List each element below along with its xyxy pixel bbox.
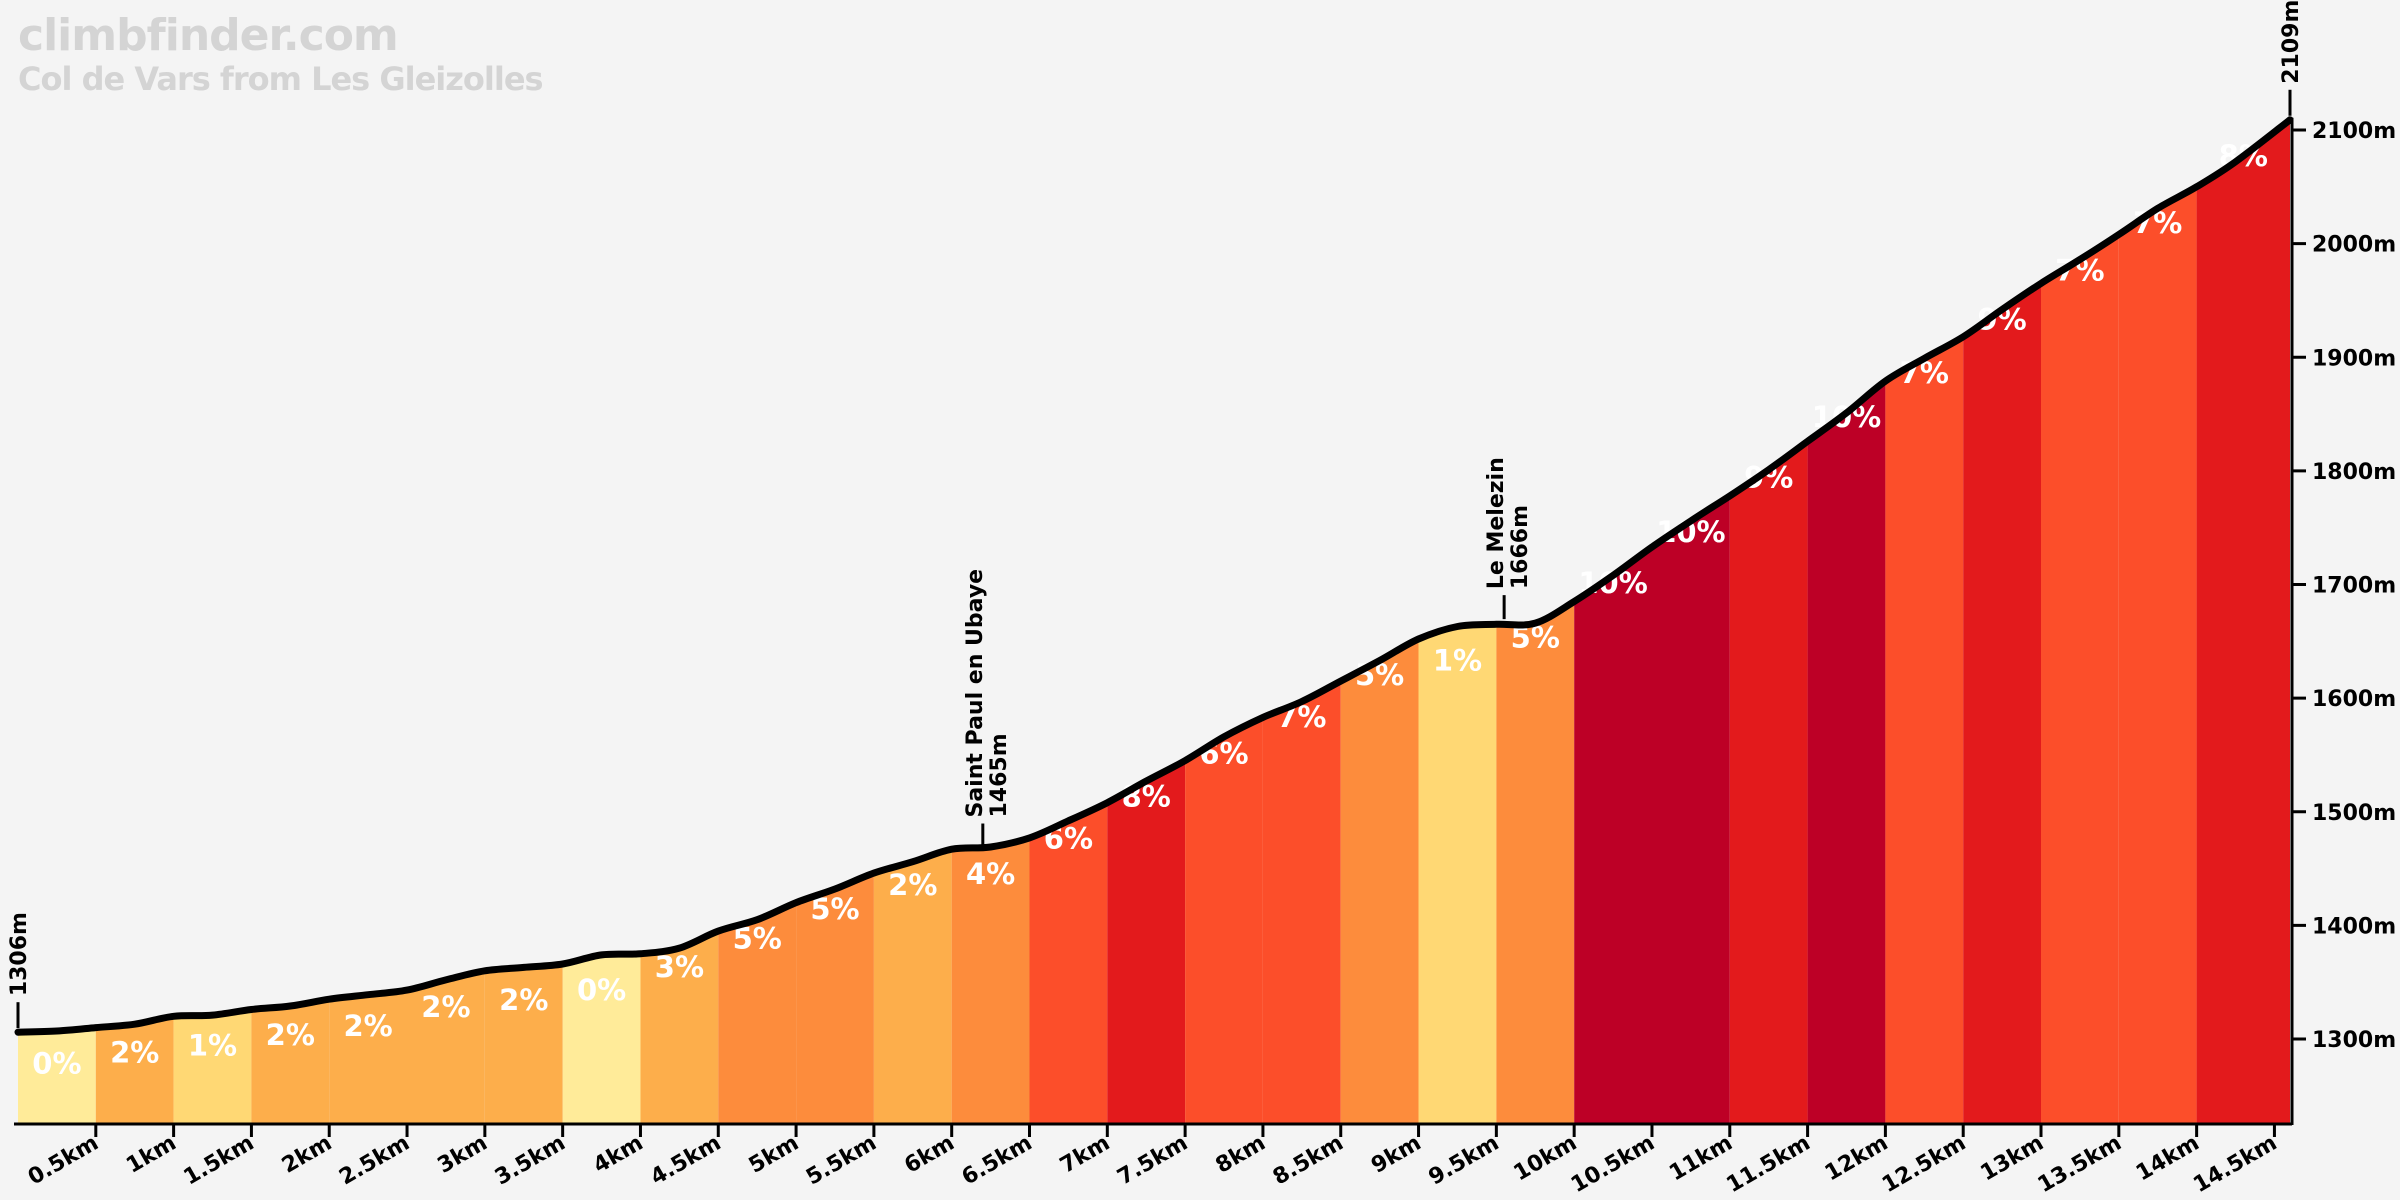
x-tick-label: 6.5km	[958, 1131, 1037, 1191]
gradient-segment	[251, 999, 330, 1123]
gradient-segment	[1885, 336, 1964, 1123]
profile-line-group	[14, 116, 2294, 1036]
x-tick-label: 10.5km	[1567, 1131, 1659, 1199]
x-tick-label: 14.5km	[2189, 1131, 2281, 1199]
x-tick-label: 9km	[1367, 1131, 1425, 1179]
gradient-label: 2%	[343, 1009, 392, 1043]
gradient-segment	[329, 990, 407, 1123]
gradient-segment	[1262, 681, 1341, 1123]
gradient-label: 2%	[499, 983, 548, 1017]
x-tick-label: 7km	[1056, 1131, 1114, 1179]
gradient-label: 2%	[888, 868, 937, 902]
gradient-labels: 0% 2% 1% 2% 2%2% 2% 0%3%5%5%2% 4%6%8%6%7%5% 1%5%…	[32, 139, 2268, 1081]
y-tick-label: 1800m	[2312, 460, 2396, 485]
gradient-segment	[2196, 119, 2290, 1124]
gradient-segment	[2118, 186, 2197, 1124]
gradient-segment	[173, 1009, 252, 1123]
gradient-segment	[1729, 441, 1808, 1123]
gradient-segment	[2041, 234, 2119, 1123]
gradient-label: 6%	[1199, 736, 1248, 770]
gradient-label: 1%	[1433, 643, 1482, 677]
gradient-label: 1%	[188, 1029, 237, 1063]
x-tick-label: 5km	[745, 1131, 803, 1179]
gradient-label: 8%	[1122, 780, 1171, 814]
x-tick-label: 13.5km	[2034, 1131, 2126, 1199]
x-tick-label: 12.5km	[1878, 1131, 1970, 1199]
profile-line	[14, 116, 2294, 1036]
x-tick-label: 3km	[434, 1131, 492, 1179]
gradient-segment	[484, 964, 563, 1123]
gradient-label: 3%	[655, 950, 704, 984]
x-tick-label: 9.5km	[1425, 1131, 1504, 1191]
x-tick-label: 0.5km	[24, 1131, 103, 1191]
x-tick-label: 1km	[122, 1131, 180, 1179]
x-tick-label: 6km	[900, 1131, 958, 1179]
gradient-segment	[95, 1016, 174, 1123]
waypoint-name: Saint Paul en Ubaye	[963, 569, 988, 818]
gradient-segment	[1652, 495, 1730, 1123]
y-tick-label: 1600m	[2312, 687, 2396, 712]
gradient-segment	[1029, 802, 1108, 1123]
gradient-segments	[18, 119, 2290, 1124]
gradient-label: 0%	[577, 973, 626, 1007]
gradient-segment	[1107, 760, 1186, 1123]
site-name: climbfinder.com	[18, 10, 399, 61]
x-tick-label: 7.5km	[1113, 1131, 1192, 1191]
summit-elevation-label: 2109m	[2279, 0, 2304, 84]
y-tick-label: 2100m	[2312, 119, 2396, 144]
y-tick-label: 2000m	[2312, 233, 2396, 258]
gradient-segment	[407, 970, 485, 1123]
gradient-segment	[1340, 639, 1419, 1123]
start-elevation-label: 1306m	[7, 912, 32, 996]
x-tick-label: 2.5km	[335, 1131, 414, 1191]
gradient-segment	[951, 837, 1030, 1123]
waypoint-elevation: 1666m	[1508, 505, 1533, 589]
gradient-segment	[1574, 547, 1652, 1123]
x-tick-label: 1.5km	[180, 1131, 259, 1191]
gradient-label: 0%	[32, 1047, 81, 1081]
x-tick-label: 8km	[1212, 1131, 1270, 1179]
gradient-label: 2%	[110, 1035, 159, 1069]
brand-header: climbfinder.com Col de Vars from Les Gle…	[18, 10, 544, 99]
y-tick-label: 1900m	[2312, 346, 2396, 371]
gradient-segment	[1963, 283, 2041, 1123]
gradient-segment	[718, 902, 797, 1123]
x-tick-label: 11.5km	[1723, 1131, 1815, 1199]
gradient-segment	[796, 873, 874, 1123]
y-tick-label: 1400m	[2312, 914, 2396, 939]
climb-name: Col de Vars from Les Gleizolles	[18, 60, 544, 98]
x-tick-label: 3.5km	[491, 1131, 570, 1191]
gradient-segment	[1496, 601, 1575, 1123]
gradient-segment	[1185, 717, 1263, 1123]
x-tick-label: 8.5km	[1269, 1131, 1348, 1191]
gradient-segment	[1418, 624, 1497, 1123]
y-tick-label: 1700m	[2312, 574, 2396, 599]
gradient-label: 2%	[421, 990, 470, 1024]
waypoint-name: Le Melezin	[1484, 457, 1509, 589]
x-tick-label: 5.5km	[802, 1131, 881, 1191]
gradient-segment	[873, 849, 952, 1123]
gradient-segment	[562, 953, 641, 1123]
x-tick-label: 4.5km	[647, 1131, 726, 1191]
y-tick-label: 1500m	[2312, 801, 2396, 826]
gradient-label: 4%	[966, 857, 1015, 891]
gradient-segment	[1807, 381, 1886, 1124]
x-tick-label: 2km	[278, 1131, 336, 1179]
gradient-label: 2%	[266, 1018, 315, 1052]
y-tick-label: 1300m	[2312, 1028, 2396, 1053]
gradient-segment	[18, 1027, 96, 1123]
x-tick-label: 4km	[589, 1131, 647, 1179]
waypoint-elevation: 1465m	[987, 733, 1012, 817]
gradient-segment	[640, 931, 719, 1123]
waypoints: 1306m 2109m Saint Paul en Ubaye 1465m Le Mel…	[7, 0, 2304, 1029]
